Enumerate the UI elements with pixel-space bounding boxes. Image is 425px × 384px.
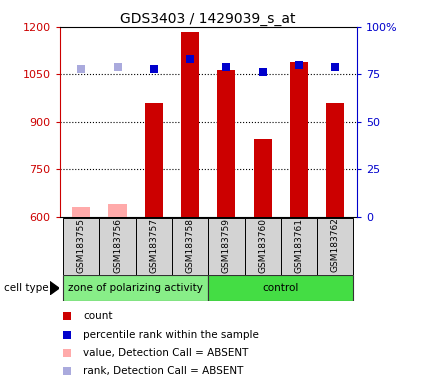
Text: GSM183758: GSM183758 — [186, 217, 195, 273]
Text: GSM183756: GSM183756 — [113, 217, 122, 273]
Text: GSM183755: GSM183755 — [77, 217, 86, 273]
Bar — [254, 139, 272, 217]
Bar — [63, 275, 208, 301]
Bar — [217, 70, 235, 217]
Bar — [281, 218, 317, 275]
Bar — [99, 218, 136, 275]
Text: count: count — [83, 311, 113, 321]
Text: GSM183757: GSM183757 — [149, 217, 159, 273]
Polygon shape — [50, 281, 59, 295]
Text: percentile rank within the sample: percentile rank within the sample — [83, 329, 259, 339]
Bar — [208, 218, 244, 275]
Bar — [290, 62, 308, 217]
Title: GDS3403 / 1429039_s_at: GDS3403 / 1429039_s_at — [121, 12, 296, 26]
Bar — [208, 275, 353, 301]
Bar — [72, 207, 91, 217]
Bar — [145, 103, 163, 217]
Text: GSM183759: GSM183759 — [222, 217, 231, 273]
Bar — [136, 218, 172, 275]
Text: rank, Detection Call = ABSENT: rank, Detection Call = ABSENT — [83, 366, 244, 376]
Text: GSM183762: GSM183762 — [331, 218, 340, 272]
Bar — [317, 218, 353, 275]
Text: control: control — [263, 283, 299, 293]
Text: GSM183761: GSM183761 — [295, 217, 303, 273]
Bar — [181, 31, 199, 217]
Bar — [326, 103, 344, 217]
Bar — [108, 204, 127, 217]
Text: zone of polarizing activity: zone of polarizing activity — [68, 283, 203, 293]
Bar — [244, 218, 281, 275]
Text: GSM183760: GSM183760 — [258, 217, 267, 273]
Bar — [172, 218, 208, 275]
Text: cell type: cell type — [4, 283, 49, 293]
Bar — [63, 218, 99, 275]
Text: value, Detection Call = ABSENT: value, Detection Call = ABSENT — [83, 348, 248, 358]
